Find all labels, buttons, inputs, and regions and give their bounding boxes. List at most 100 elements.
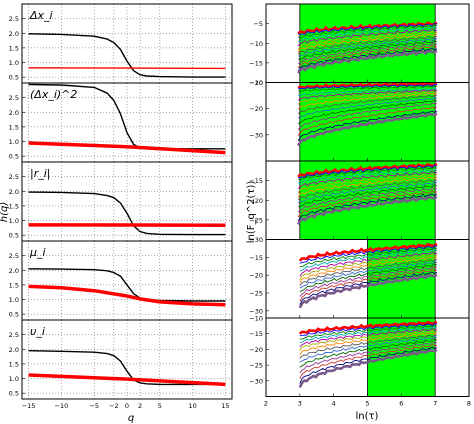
fluctuation-series-line [299,266,437,297]
right-panel-4: −30 −25 −20 −15 [249,239,470,319]
fluctuation-series-line [297,36,437,55]
left-panel-2: 0.5 1.0 1.5 2.0 2.5 (Δx_i)^2 [9,82,233,163]
y-tick-label: −30 [249,377,263,385]
y-tick-label: 0.5 [9,153,19,161]
fluctuation-series-line [297,184,438,208]
y-tick-label: 2.5 [9,94,19,102]
x-tick-label: 4 [332,400,336,408]
x-tick-label: 5 [365,400,369,408]
left-panel-4: 0.5 1.0 1.5 2.0 2.5 μ_i [9,240,233,321]
right-xlabel: ln(τ) [356,411,379,422]
left-xlabel: q [128,413,134,424]
fluctuation-series-line [297,84,438,93]
y-tick-label: 2.0 [9,188,19,196]
right-panels: −20−15−10−5−30−20−10−30−25−20−15−30−25−2… [249,3,471,408]
left-panels: 0.5 1.0 1.5 2.0 2.5 Δx_i 0.5 1.0 1.5 2.0 2.5 (Δx_i)… [9,3,233,410]
panel-label: Δx_i [29,9,53,22]
fluctuation-series-line [297,99,438,124]
x-tick-label: 8 [467,400,471,408]
fluctuation-series-line [297,90,438,105]
y-tick-label: 0.5 [9,74,19,82]
fluctuation-series-line [297,179,437,201]
y-tick-label: 2.5 [9,15,19,23]
x-tick-label: 3 [298,400,302,408]
right-panel-5: −30 −25 −20 −15 −10 2 3 4 5 6 7 8 [249,315,471,408]
fluctuation-series-line [298,320,438,335]
y-tick-label: 2.0 [9,30,19,38]
y-tick-label: 2.0 [9,267,19,275]
fluctuation-series-line [299,329,438,351]
y-tick-label: 2.5 [9,173,19,181]
fluctuation-series-line [297,92,438,110]
right-ylabel-text: ln(F_q^2(τ)) [246,181,257,244]
y-tick-label: 1.5 [9,360,19,368]
y-tick-label: 1.0 [9,296,19,304]
right-panel-1: −20 −15 −10 −5 [249,3,470,87]
fluctuation-series-line [298,87,438,96]
y-tick-label: −30 [249,307,263,315]
fluctuation-series-line [299,334,437,359]
y-tick-label: 1.5 [9,281,19,289]
y-tick-label: 0.5 [9,232,19,240]
fluctuation-series-line [299,336,438,363]
x-tick-label: −5 [89,402,99,410]
fluctuation-series-line [297,81,438,90]
fluctuation-series-line [298,26,438,42]
fluctuation-series-line [299,256,438,284]
y-tick-label: 1.5 [9,123,19,131]
y-tick-label: 2.5 [9,252,19,260]
fluctuation-series-line [297,30,438,50]
y-tick-label: −15 [249,177,263,185]
fluctuation-series-line [298,39,438,60]
fluctuation-series-line [297,96,438,119]
fluctuation-series-line [299,258,437,286]
y-tick-label: 1.0 [9,217,19,225]
y-tick-label: −25 [249,290,263,298]
panel-label: |r_i| [30,167,51,180]
x-tick-label: 2 [138,402,142,410]
fluctuation-series-line [299,332,438,356]
fluctuation-series-line [297,193,438,222]
series-black-line [28,350,226,386]
y-tick-label: −20 [249,346,263,354]
y-tick-label: −10 [249,40,263,48]
y-tick-label: −20 [249,79,263,87]
fluctuation-series-line [297,21,438,35]
x-tick-label: 2 [264,400,268,408]
fluctuation-series-line [298,37,438,57]
y-tick-label: 1.0 [9,59,19,67]
fluctuation-series-line [299,271,438,306]
y-tick-label: 0.5 [9,390,19,398]
x-tick-label: −10 [55,402,69,410]
fluctuation-series-line [297,112,438,147]
y-tick-label: −15 [249,59,263,67]
fluctuation-series-line [299,322,438,337]
y-tick-label: −20 [249,197,263,205]
fluctuation-series-line [299,324,438,340]
fluctuation-series-line [299,338,438,368]
fluctuation-series-line [299,343,438,379]
y-tick-label: 1.0 [9,375,19,383]
fluctuation-series-line [299,327,437,348]
left-panel-5: 0.5 1.0 1.5 2.0 2.5 υ_i −15 −10 −5 −2 0 2 5 10 15 [9,319,233,410]
fit-region-band [367,239,436,319]
fluctuation-series-line [299,246,438,268]
series-black-line [28,191,226,236]
fluctuation-series-line [297,162,438,178]
fluctuation-series-line [298,164,438,178]
fluctuation-series-line [297,89,437,101]
fluctuation-series-line [299,341,437,374]
fluctuation-series-line [297,28,437,47]
fluctuation-series-line [299,260,438,289]
fluctuation-series-line [297,43,437,64]
y-tick-label: 1.5 [9,44,19,52]
x-tick-label: −2 [109,402,119,410]
panel-label: (Δx_i)^2 [30,88,77,101]
right-ylabel: ln(F_q^2(τ)) [246,181,257,244]
y-tick-label: −5 [253,20,263,28]
fit-region-band [299,3,436,83]
fluctuation-series-line [298,168,438,184]
series-black-line [28,33,226,78]
fluctuation-series-line [299,268,438,302]
